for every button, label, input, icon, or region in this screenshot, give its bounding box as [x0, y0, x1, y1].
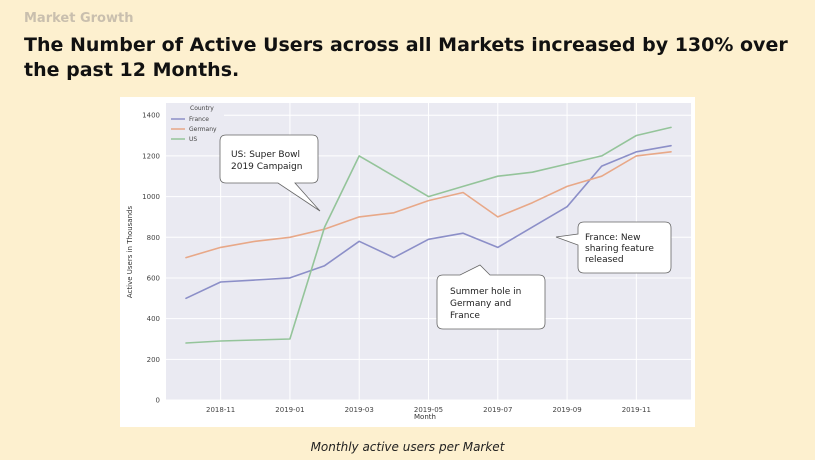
- x-tick-label: 2019-03: [345, 406, 374, 414]
- legend: Country France Germany US: [166, 103, 224, 147]
- callout-bubble-super-bowl: [219, 134, 321, 212]
- x-tick-label: 2019-11: [622, 406, 651, 414]
- x-tick-label: 2018-11: [206, 406, 235, 414]
- callout-bubble-france-feature: [555, 221, 672, 274]
- callout-summer-hole: Summer hole in Germany and France: [436, 264, 546, 330]
- y-tick-label: 800: [147, 234, 160, 242]
- legend-title: Country: [190, 105, 214, 112]
- chart-caption: Monthly active users per Market: [310, 440, 505, 454]
- y-tick-label: 1400: [142, 112, 160, 120]
- slide-headline: The Number of Active Users across all Ma…: [24, 34, 788, 81]
- callout-text-france-feature-2: sharing feature: [585, 244, 654, 254]
- callout-france-feature: France: New sharing feature released: [555, 221, 672, 274]
- y-axis-ticks: 0 200 400 600 800 1000 1200 1400: [142, 112, 160, 405]
- series-line-us: [185, 126, 672, 344]
- y-tick-label: 400: [147, 315, 160, 323]
- callout-text-summer-hole-3: France: [450, 311, 480, 321]
- callout-text-france-feature-1: France: New: [585, 233, 640, 243]
- y-tick-label: 1000: [142, 193, 160, 201]
- series-line-germany: [185, 150, 672, 259]
- x-axis-ticks: 2018-11 2019-01 2019-03 2019-05 2019-07 2019-…: [206, 406, 651, 414]
- line-chart: 0 200 400 600 800 1000 1200 1400 2018-11 2019-01…: [126, 103, 691, 421]
- legend-label-france: France: [189, 116, 209, 123]
- x-tick-label: 2019-01: [275, 406, 304, 414]
- chart-card: 0 200 400 600 800 1000 1200 1400 2018-11 2019-01…: [120, 97, 695, 427]
- y-tick-label: 0: [156, 397, 160, 405]
- callout-text-summer-hole-2: Germany and: [450, 299, 511, 309]
- y-axis-title: Active Users in Thousands: [126, 206, 134, 299]
- x-axis-title: Month: [414, 413, 436, 421]
- x-tick-label: 2019-09: [552, 406, 581, 414]
- legend-label-germany: Germany: [189, 126, 217, 133]
- x-tick-label: 2019-05: [414, 406, 443, 414]
- callout-text-super-bowl-2: 2019 Campaign: [231, 162, 302, 172]
- callout-text-france-feature-3: released: [585, 255, 624, 265]
- callout-bubble-summer-hole: [436, 264, 546, 330]
- legend-label-us: US: [189, 136, 197, 143]
- y-tick-label: 600: [147, 274, 160, 282]
- callout-text-super-bowl-1: US: Super Bowl: [231, 150, 300, 160]
- callout-text-summer-hole-1: Summer hole in: [450, 287, 521, 297]
- slide-eyebrow: Market Growth: [24, 11, 134, 26]
- series-lines: [185, 126, 672, 344]
- y-tick-label: 1200: [142, 152, 160, 160]
- x-tick-label: 2019-07: [483, 406, 512, 414]
- y-tick-label: 200: [147, 356, 160, 364]
- callout-super-bowl: US: Super Bowl 2019 Campaign: [219, 134, 321, 212]
